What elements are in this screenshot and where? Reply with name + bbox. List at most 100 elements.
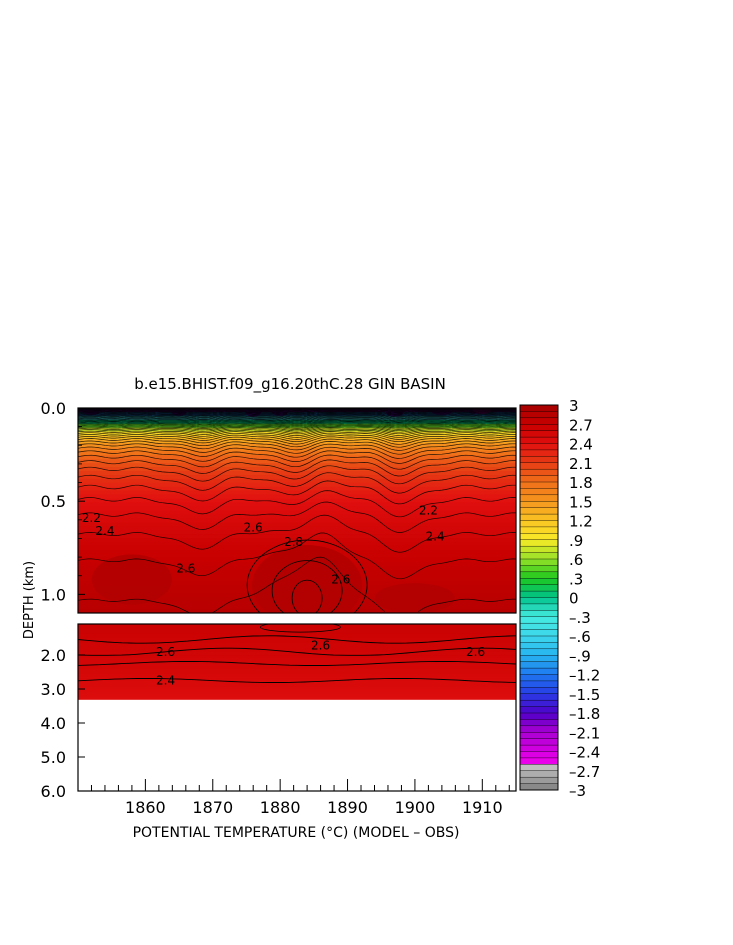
x-tick-label: 1870: [192, 798, 233, 817]
colorbar-swatch: [519, 764, 559, 772]
colorbar-label: 3: [569, 397, 579, 415]
colorbar-label: .3: [569, 570, 583, 588]
colorbar-swatch: [519, 732, 559, 740]
colorbar-swatch: [519, 520, 559, 528]
y-axis: 0.0 0.5 1.0 2.0 3.0 4.0 5.0 6.0: [41, 399, 85, 801]
lower-panel-frame: [77, 623, 517, 792]
colorbar-swatch: [519, 744, 559, 752]
lower-panel: [77, 623, 517, 792]
colorbar-swatch: [519, 603, 559, 611]
colorbar-swatch: [519, 655, 559, 663]
colorbar-swatch: [519, 443, 559, 451]
lower-color-field: [78, 624, 516, 700]
colorbar-label: 2.1: [569, 455, 593, 473]
colorbar-swatch: [519, 533, 559, 541]
colorbar-swatch: [519, 751, 559, 759]
colorbar-swatch: [519, 404, 559, 412]
colorbar-swatch: [519, 590, 559, 598]
y-tick-label: 5.0: [41, 748, 66, 767]
colorbar-swatch: [519, 725, 559, 733]
colorbar-label: .9: [569, 532, 583, 550]
colorbar-swatch: [519, 417, 559, 425]
y-tick-label: 3.0: [41, 680, 66, 699]
colorbar-swatch: [519, 539, 559, 547]
colorbar-label: –1.5: [569, 686, 600, 704]
colorbar-swatch: [519, 584, 559, 592]
colorbar-swatch: [519, 494, 559, 502]
colorbar-swatch: [519, 481, 559, 489]
colorbar-swatch: [519, 706, 559, 714]
x-tick-label: 1860: [125, 798, 166, 817]
y-tick-label: 6.0: [41, 782, 66, 801]
y-tick-label: 4.0: [41, 714, 66, 733]
colorbar-label: 2.4: [569, 436, 593, 454]
colorbar-label: 1.5: [569, 493, 593, 511]
colorbar-swatch: [519, 719, 559, 727]
colorbar-swatch: [519, 456, 559, 464]
contour-label: 2.4: [426, 530, 445, 544]
x-tick-label: 1890: [327, 798, 368, 817]
colorbar-swatch: [519, 699, 559, 708]
colorbar-swatch: [519, 552, 559, 560]
colorbar-swatch: [519, 488, 559, 496]
colorbar-swatch: [519, 468, 559, 477]
y-tick-label: 0.0: [41, 399, 66, 418]
x-tick-label: 1900: [395, 798, 436, 817]
y-tick-label: 2.0: [41, 646, 66, 665]
x-axis: 1860 1870 1880 1890 1900 1910: [90, 779, 510, 817]
colorbar-label: .6: [569, 551, 583, 569]
colorbar: 32.72.42.11.81.51.2.9.6.30–.3–.6–.9–1.2–…: [519, 397, 600, 800]
colorbar-label: –.3: [569, 609, 591, 627]
x-axis-label: POTENTIAL TEMPERATURE (°C) (MODEL – OBS): [133, 825, 460, 841]
colorbar-swatch: [519, 501, 559, 509]
colorbar-swatch: [519, 776, 559, 785]
colorbar-label: 2.7: [569, 416, 593, 434]
colorbar-swatch: [519, 674, 559, 682]
colorbar-swatch: [519, 430, 559, 438]
colorbar-swatch: [519, 526, 559, 534]
colorbar-swatch: [519, 783, 559, 791]
colorbar-label: –3: [569, 782, 586, 800]
colorbar-swatch: [519, 635, 559, 643]
x-tick-label: 1880: [260, 798, 301, 817]
colorbar-label: 0: [569, 590, 579, 608]
colorbar-swatch: [519, 693, 559, 701]
colorbar-swatch: [519, 578, 559, 586]
contour-label: 2.4: [156, 674, 175, 688]
colorbar-swatch: [519, 411, 559, 419]
colorbar-swatch: [519, 513, 559, 521]
contour-label: 2.6: [176, 561, 195, 575]
colorbar-swatch: [519, 680, 559, 688]
upper-panel-frame: [77, 407, 517, 614]
colorbar-swatch: [519, 545, 559, 554]
contour-label: 2.6: [466, 645, 485, 659]
y-tick-label: 0.5: [41, 492, 66, 511]
lower-contours: [78, 624, 516, 683]
colorbar-swatch: [519, 436, 559, 445]
colorbar-swatch: [519, 667, 559, 675]
colorbar-label: –2.7: [569, 763, 600, 781]
chart-title: b.e15.BHIST.f09_g16.20thC.28 GIN BASIN: [134, 375, 446, 394]
colorbar-swatch: [519, 462, 559, 470]
colorbar-swatch: [519, 616, 559, 624]
y-tick-label: 1.0: [41, 585, 66, 604]
contour-label: 2.6: [331, 572, 350, 586]
colorbar-swatch: [519, 757, 559, 765]
colorbar-label: 1.8: [569, 474, 593, 492]
contour-label: 2.6: [311, 639, 330, 653]
contour-label: 2.2: [82, 511, 101, 525]
colorbar-swatch: [519, 661, 559, 669]
colorbar-swatch: [519, 449, 559, 457]
x-tick-label: 1910: [462, 798, 503, 817]
colorbar-label: –2.4: [569, 744, 600, 762]
colorbar-label: –1.2: [569, 667, 600, 685]
colorbar-swatch: [519, 558, 559, 566]
colorbar-label: 1.2: [569, 513, 593, 531]
colorbar-swatch: [519, 622, 559, 631]
colorbar-label: –1.8: [569, 705, 600, 723]
colorbar-label: –2.1: [569, 724, 600, 742]
contour-label: 2.6: [244, 520, 263, 534]
colorbar-label: –.6: [569, 628, 591, 646]
colorbar-swatch: [519, 642, 559, 650]
